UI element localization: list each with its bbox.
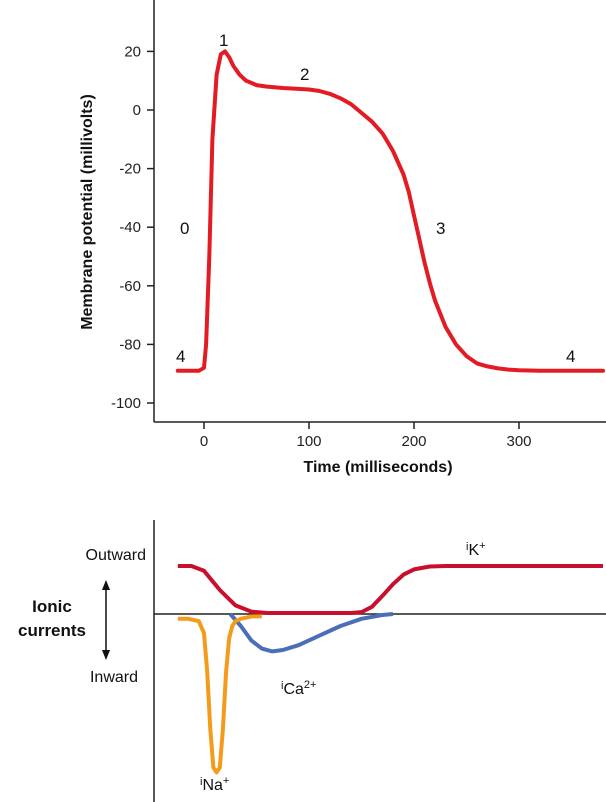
phase-3-label: 3 [436,219,445,238]
ionic-label-line1: Ionic [32,597,72,616]
ica-label-main: Ca [283,681,304,698]
ionic-label-line2: currents [18,621,86,640]
ica-label-sup: 2+ [304,679,317,691]
ina-label-sup: + [223,775,229,787]
ik-label: iK+ [466,540,486,559]
phase-1-label: 1 [219,31,228,50]
top-x-axis-title: Time (milliseconds) [303,459,452,476]
double-arrow-icon [102,580,110,660]
ik-label-i: i [466,541,468,553]
y-tick-label: 0 [133,102,141,119]
y-tick-label: -100 [111,395,141,412]
phase-4-label-left: 4 [176,347,185,366]
y-tick-label: 20 [124,43,141,60]
action-potential-line [175,49,605,373]
x-tick-label: 0 [200,433,208,450]
y-tick-label: -80 [119,336,141,353]
ina-label: iNa+ [200,775,229,794]
y-tick-label: -20 [119,161,141,178]
y-tick-label: -40 [119,219,141,236]
ina-label-i: i [200,776,202,788]
x-tick-label: 100 [296,433,321,450]
x-tick-label: 200 [401,433,426,450]
outward-label: Outward [86,547,146,564]
phase-2-label: 2 [300,65,309,84]
x-tick-label: 300 [506,433,531,450]
y-tick-label: -60 [119,278,141,295]
ica-label-i: i [281,680,283,692]
ik-current-line [177,564,603,615]
ina-current-line [177,614,262,775]
inward-label: Inward [90,669,138,686]
ica-current-line [228,612,394,654]
phase-4-label-right: 4 [566,347,575,366]
ik-label-sup: + [479,540,485,552]
ik-label-main: K [468,542,479,559]
top-y-axis-title: Membrane potential (millivolts) [79,94,96,330]
ionic-currents-chart: Outward Inward Ionic currents iK+ iCa2+ … [18,520,606,802]
ica-label: iCa2+ [281,679,316,698]
phase-0-label: 0 [180,219,189,238]
ina-label-main: Na [202,777,223,794]
